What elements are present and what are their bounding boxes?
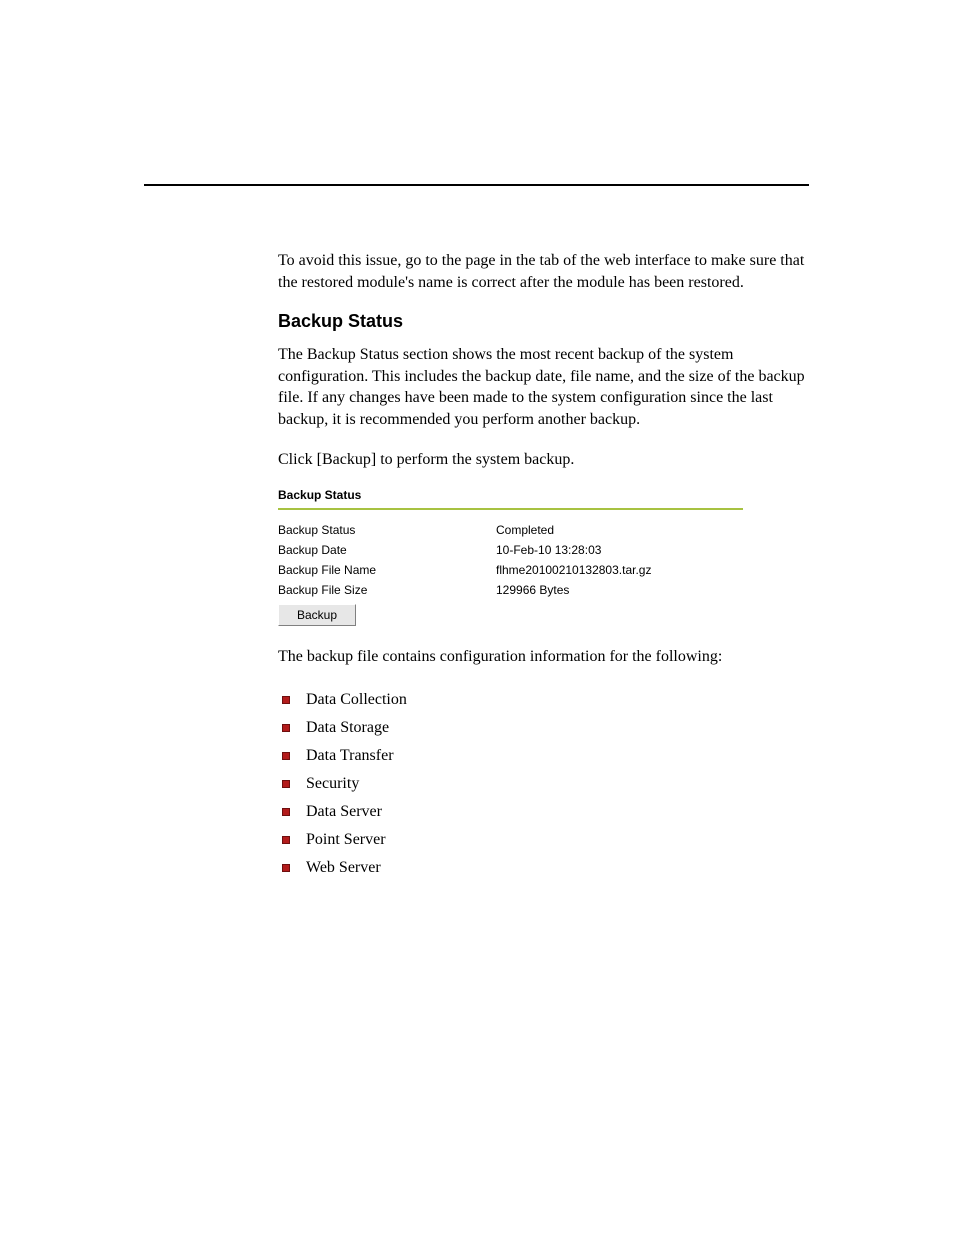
list-item: Point Server <box>278 826 810 854</box>
panel-label: Backup Date <box>278 543 496 557</box>
panel-button-row: Backup <box>278 600 743 626</box>
list-item: Web Server <box>278 854 810 882</box>
header-rule <box>144 184 809 186</box>
square-bullet-icon <box>282 724 290 732</box>
list-item-text: Security <box>306 775 359 793</box>
list-item: Data Server <box>278 798 810 826</box>
square-bullet-icon <box>282 864 290 872</box>
panel-label: Backup Status <box>278 523 496 537</box>
panel-value: 10-Feb-10 13:28:03 <box>496 543 743 557</box>
intro-paragraph: To avoid this issue, go to the page in t… <box>278 250 810 293</box>
page-root: To avoid this issue, go to the page in t… <box>0 0 954 1235</box>
list-item-text: Data Transfer <box>306 747 394 765</box>
list-item-text: Data Server <box>306 803 382 821</box>
body-paragraph-2: Click [Backup] to perform the system bac… <box>278 449 810 471</box>
panel-row: Backup File Name flhme20100210132803.tar… <box>278 560 743 580</box>
panel-label: Backup File Size <box>278 583 496 597</box>
list-item: Data Storage <box>278 714 810 742</box>
square-bullet-icon <box>282 752 290 760</box>
panel-row: Backup Date 10-Feb-10 13:28:03 <box>278 540 743 560</box>
body-paragraph-1: The Backup Status section shows the most… <box>278 344 810 430</box>
config-list: Data Collection Data Storage Data Transf… <box>278 686 810 882</box>
list-item: Data Collection <box>278 686 810 714</box>
main-content: To avoid this issue, go to the page in t… <box>278 250 810 882</box>
list-item-text: Web Server <box>306 859 381 877</box>
panel-value: 129966 Bytes <box>496 583 743 597</box>
intro-text-mid: page in the <box>465 252 539 269</box>
panel-title: Backup Status <box>278 488 743 510</box>
panel-label: Backup File Name <box>278 563 496 577</box>
square-bullet-icon <box>282 836 290 844</box>
backup-status-panel: Backup Status Backup Status Completed Ba… <box>278 488 743 626</box>
list-item-text: Data Collection <box>306 691 407 709</box>
panel-value: Completed <box>496 523 743 537</box>
square-bullet-icon <box>282 780 290 788</box>
panel-row: Backup File Size 129966 Bytes <box>278 580 743 600</box>
list-item-text: Point Server <box>306 831 386 849</box>
post-panel-paragraph: The backup file contains configuration i… <box>278 646 810 668</box>
list-item: Data Transfer <box>278 742 810 770</box>
panel-row: Backup Status Completed <box>278 520 743 540</box>
list-item-text: Data Storage <box>306 719 389 737</box>
square-bullet-icon <box>282 808 290 816</box>
panel-value: flhme20100210132803.tar.gz <box>496 563 743 577</box>
square-bullet-icon <box>282 696 290 704</box>
panel-rows: Backup Status Completed Backup Date 10-F… <box>278 510 743 626</box>
section-heading: Backup Status <box>278 311 810 332</box>
intro-text-pre: To avoid this issue, go to the <box>278 252 465 269</box>
backup-button[interactable]: Backup <box>278 604 356 626</box>
list-item: Security <box>278 770 810 798</box>
